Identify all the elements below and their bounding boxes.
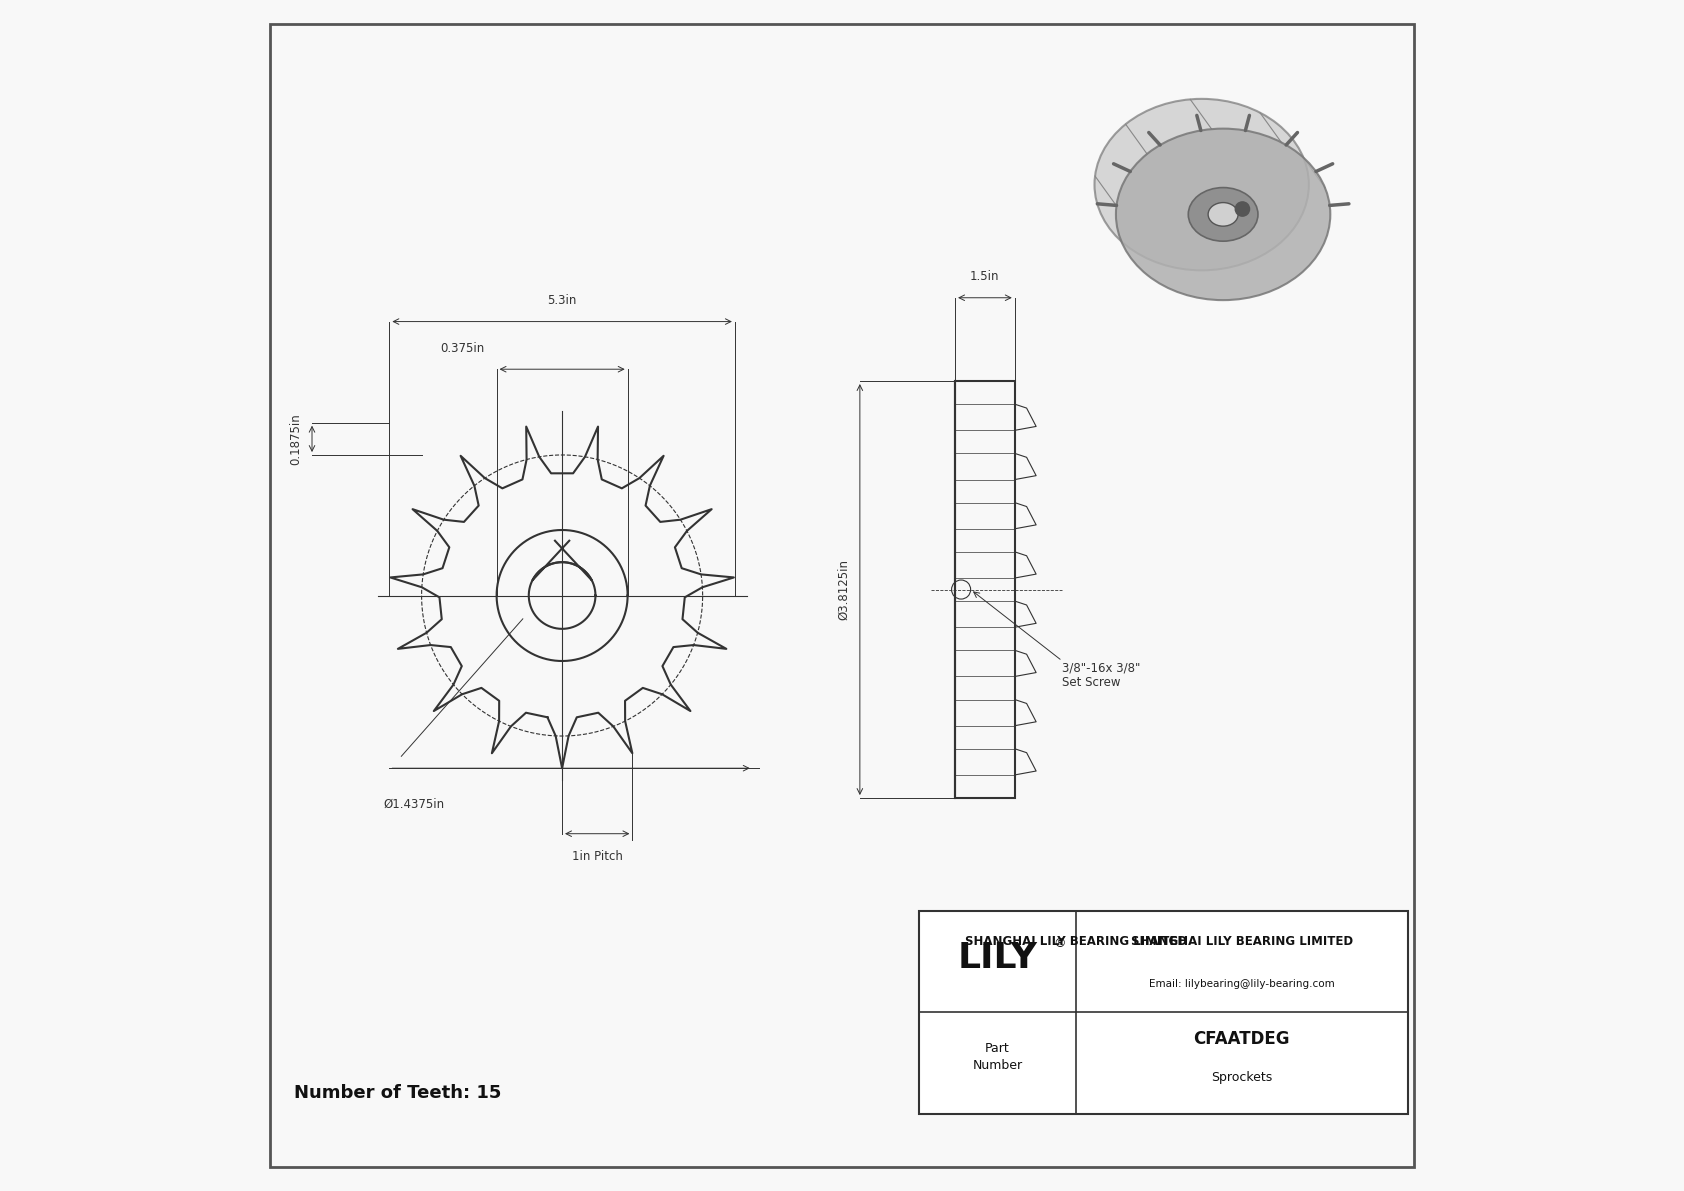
Text: 0.375in: 0.375in [441,342,485,355]
Text: Ø3.8125in: Ø3.8125in [837,559,850,621]
Text: 1.5in: 1.5in [970,270,1000,283]
Text: 0.1875in: 0.1875in [290,413,303,464]
Text: Sprockets: Sprockets [1211,1071,1273,1084]
Text: LILY: LILY [958,941,1037,974]
Text: Email: lilybearing@lily-bearing.com: Email: lilybearing@lily-bearing.com [1148,979,1335,989]
Text: 1in Pitch: 1in Pitch [573,850,623,863]
Ellipse shape [1095,99,1308,270]
Bar [919,911,1408,1114]
Text: 5.3in: 5.3in [547,294,578,307]
Text: ®: ® [1052,937,1066,950]
Text: Ø1.4375in: Ø1.4375in [384,798,445,811]
Text: CFAATDEG: CFAATDEG [1194,1030,1290,1048]
Circle shape [1236,201,1250,217]
Text: SHANGHAI LILY BEARING LIMITED: SHANGHAI LILY BEARING LIMITED [965,935,1187,948]
Text: Part
Number: Part Number [972,1042,1022,1072]
Text: 3/8"-16x 3/8"
Set Screw: 3/8"-16x 3/8" Set Screw [1063,661,1140,690]
Ellipse shape [1116,129,1330,300]
Text: Number of Teeth: 15: Number of Teeth: 15 [295,1084,502,1103]
Bar [955,381,1015,798]
Ellipse shape [1189,187,1258,242]
Ellipse shape [1207,202,1238,226]
Text: SHANGHAI LILY BEARING LIMITED: SHANGHAI LILY BEARING LIMITED [1130,935,1352,948]
